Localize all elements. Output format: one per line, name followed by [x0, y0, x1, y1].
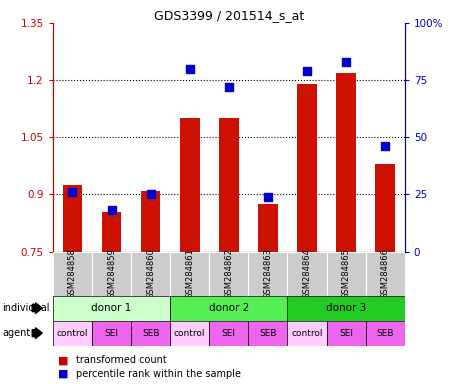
Text: control: control [56, 329, 88, 338]
Bar [257, 204, 277, 252]
Bar [92, 252, 131, 296]
Bar [53, 296, 170, 321]
Text: control: control [291, 329, 322, 338]
Bar [62, 185, 82, 252]
Text: SEB: SEB [375, 329, 393, 338]
Bar [248, 321, 287, 346]
Text: donor 1: donor 1 [91, 303, 131, 313]
Text: GSM284859: GSM284859 [107, 248, 116, 299]
Bar [248, 252, 287, 296]
Point [303, 68, 310, 74]
Point [264, 194, 271, 200]
Bar [287, 296, 404, 321]
Text: GSM284864: GSM284864 [302, 248, 311, 299]
Text: GSM284866: GSM284866 [380, 248, 389, 299]
Text: donor 2: donor 2 [208, 303, 248, 313]
Bar [297, 84, 316, 252]
Bar [101, 212, 121, 252]
Bar [170, 296, 287, 321]
Text: transformed count: transformed count [76, 355, 166, 365]
Point [341, 59, 349, 65]
Bar [170, 321, 209, 346]
Bar [365, 321, 404, 346]
Text: ■: ■ [57, 355, 68, 365]
Bar [287, 321, 326, 346]
Bar [336, 73, 355, 252]
Text: GSM284865: GSM284865 [341, 248, 350, 299]
Text: agent: agent [2, 328, 30, 338]
Text: control: control [174, 329, 205, 338]
Text: SEI: SEI [338, 329, 353, 338]
Text: GSM284861: GSM284861 [185, 248, 194, 299]
Text: individual: individual [2, 303, 50, 313]
Bar [375, 164, 394, 252]
Bar [131, 321, 170, 346]
Text: SEB: SEB [141, 329, 159, 338]
Text: GSM284860: GSM284860 [146, 248, 155, 299]
Text: donor 3: donor 3 [325, 303, 365, 313]
Bar [326, 252, 365, 296]
Text: GSM284863: GSM284863 [263, 248, 272, 299]
Bar [326, 321, 365, 346]
Text: ■: ■ [57, 369, 68, 379]
Bar [209, 252, 248, 296]
Point [225, 84, 232, 90]
Point [381, 143, 388, 149]
Text: SEI: SEI [104, 329, 118, 338]
Point [147, 191, 154, 197]
Bar [140, 190, 160, 252]
Bar [209, 321, 248, 346]
Bar [53, 252, 92, 296]
Title: GDS3399 / 201514_s_at: GDS3399 / 201514_s_at [153, 9, 303, 22]
Bar [53, 321, 92, 346]
Text: GSM284862: GSM284862 [224, 248, 233, 299]
Bar [365, 252, 404, 296]
Text: percentile rank within the sample: percentile rank within the sample [76, 369, 241, 379]
Bar [179, 118, 199, 252]
Bar [218, 118, 238, 252]
Bar [92, 321, 131, 346]
Point [108, 207, 115, 214]
Text: GSM284858: GSM284858 [68, 248, 77, 299]
Bar [131, 252, 170, 296]
Point [69, 189, 76, 195]
Bar [170, 252, 209, 296]
Text: SEI: SEI [221, 329, 235, 338]
Bar [287, 252, 326, 296]
Text: SEB: SEB [258, 329, 276, 338]
Point [186, 66, 193, 72]
